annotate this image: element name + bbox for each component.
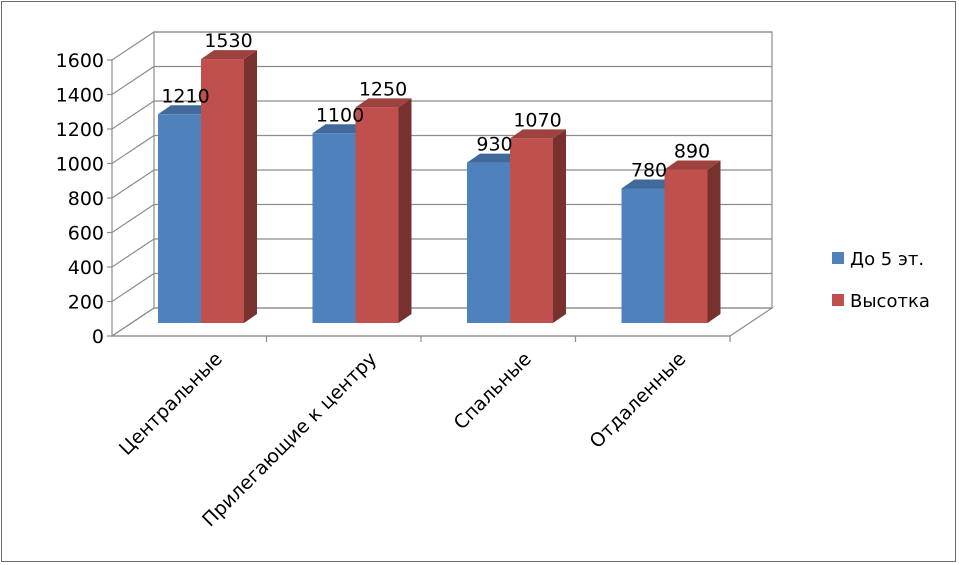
bar-top bbox=[664, 160, 721, 170]
bar-top bbox=[621, 179, 678, 189]
bar-front bbox=[158, 114, 201, 324]
legend-swatch-1 bbox=[832, 294, 844, 306]
bar-3-1 bbox=[664, 160, 721, 323]
bar-top bbox=[158, 105, 214, 115]
bar-side bbox=[398, 98, 412, 323]
legend: До 5 эт. Высотка bbox=[832, 249, 930, 312]
y-tick-label: 600 bbox=[68, 223, 104, 245]
bars bbox=[158, 50, 721, 324]
gridline bbox=[111, 100, 772, 130]
data-label: 1100 bbox=[316, 104, 364, 126]
gridline bbox=[111, 65, 772, 95]
data-label: 1250 bbox=[359, 78, 407, 100]
y-tick-label: 800 bbox=[68, 188, 104, 210]
bar-top bbox=[312, 124, 369, 134]
bar-side bbox=[707, 160, 721, 323]
bar-front bbox=[312, 133, 356, 323]
legend-label-1: Высотка bbox=[850, 291, 930, 312]
gridline bbox=[111, 31, 772, 61]
data-label: 1070 bbox=[513, 109, 561, 131]
bar-front bbox=[467, 162, 510, 323]
bar-front bbox=[664, 169, 708, 323]
bar-top bbox=[201, 50, 257, 60]
y-tick-label: 1400 bbox=[56, 85, 104, 107]
data-label: 890 bbox=[674, 140, 710, 162]
data-label: 780 bbox=[631, 159, 667, 181]
bar-front bbox=[201, 59, 244, 323]
bar-side bbox=[553, 129, 566, 323]
y-tick-label: 400 bbox=[68, 257, 104, 279]
y-axis: 0 200 400 600 800 1000 1200 1400 1600 bbox=[56, 50, 113, 348]
bar-front bbox=[621, 188, 665, 323]
y-tick-label: 1000 bbox=[56, 154, 104, 176]
legend-swatch-0 bbox=[832, 252, 844, 264]
legend-label-0: До 5 эт. bbox=[850, 249, 924, 270]
bar-2-1 bbox=[510, 129, 566, 323]
bar-1-1 bbox=[355, 98, 412, 323]
x-category-label: Прилегающие к центру bbox=[198, 348, 381, 531]
data-label: 1210 bbox=[161, 85, 209, 107]
bar-top bbox=[510, 129, 566, 139]
y-tick-label: 1600 bbox=[56, 50, 104, 72]
x-category-label: Отдаленные bbox=[586, 348, 691, 453]
bar-front bbox=[510, 138, 553, 323]
bar-top bbox=[467, 153, 523, 163]
bar-front bbox=[355, 107, 399, 323]
data-label: 930 bbox=[476, 134, 512, 156]
bar-0-1 bbox=[201, 50, 257, 323]
y-tick-label: 0 bbox=[92, 326, 104, 348]
bar-top bbox=[355, 98, 412, 108]
y-tick-label: 1200 bbox=[56, 119, 104, 141]
y-tick-label: 200 bbox=[68, 292, 104, 314]
x-category-label: Центральные bbox=[115, 348, 227, 460]
x-category-label: Спальные bbox=[450, 348, 536, 434]
bar-side bbox=[244, 50, 257, 323]
data-label: 1530 bbox=[204, 30, 252, 52]
